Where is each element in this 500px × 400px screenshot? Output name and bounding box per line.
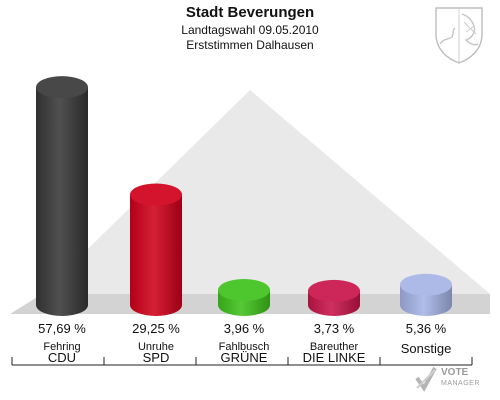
bar-top-1: [130, 183, 182, 206]
page-title: Stadt Beverungen: [185, 4, 315, 21]
chart-backdrop: [42, 90, 490, 294]
badge-line2: MANAGER: [441, 380, 480, 387]
value-label-1: 29,25 %: [132, 321, 180, 336]
candidate-label-1: Unruhe: [138, 341, 174, 353]
bar-top-0: [36, 76, 88, 99]
party-label-3: DIE LINKE: [303, 350, 366, 365]
value-label-0: 57,69 %: [38, 321, 86, 336]
bar-0: [36, 87, 88, 316]
value-label-3: 3,73 %: [314, 321, 355, 336]
bar-top-2: [218, 279, 270, 302]
candidate-label-3: Bareuther: [310, 341, 359, 353]
bar-1: [130, 194, 182, 316]
checkmark-icon: [415, 367, 437, 392]
party-label-1: SPD: [143, 350, 170, 365]
party-label-4: Sonstige: [401, 341, 452, 356]
party-label-2: GRÜNE: [221, 350, 268, 365]
value-label-2: 3,96 %: [224, 321, 265, 336]
candidate-label-2: Fahlbusch: [219, 341, 270, 353]
value-label-4: 5,36 %: [406, 321, 447, 336]
ballot-subtitle: Erststimmen Dalhausen: [186, 38, 314, 52]
party-label-0: CDU: [48, 350, 76, 365]
bar-top-3: [308, 279, 360, 302]
bar-top-4: [400, 273, 452, 296]
vote-manager-logo: VOTE MANAGER: [415, 364, 490, 394]
badge-line1: VOTE: [441, 367, 469, 378]
candidate-label-0: Fehring: [43, 341, 80, 353]
election-subtitle: Landtagswahl 09.05.2010: [181, 23, 319, 37]
coat-of-arms-icon: [435, 7, 483, 64]
